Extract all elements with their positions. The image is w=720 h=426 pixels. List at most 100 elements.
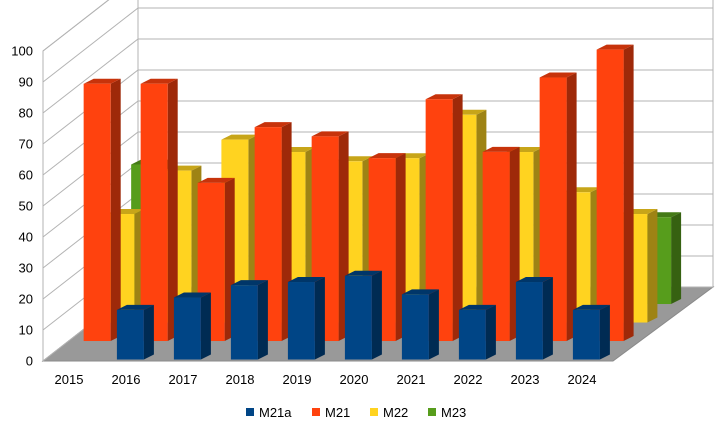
bar-side bbox=[428, 289, 439, 360]
chart-legend: M21a M21 M22 M23 bbox=[246, 405, 466, 420]
bar-M21a-2016 bbox=[116, 304, 154, 360]
bar-top bbox=[596, 44, 634, 50]
bar-top bbox=[140, 78, 178, 84]
y-tick-label: 30 bbox=[19, 261, 33, 276]
bar-M21a-2018 bbox=[230, 280, 268, 360]
legend-label: M21 bbox=[325, 405, 350, 420]
gridline bbox=[42, 100, 713, 176]
bar-front bbox=[515, 282, 543, 360]
bar-top bbox=[344, 270, 382, 276]
legend-label: M23 bbox=[441, 405, 466, 420]
bar-front bbox=[173, 297, 201, 360]
bar-top bbox=[287, 277, 325, 282]
y-tick-label: 40 bbox=[19, 230, 33, 245]
bar-M21-2017 bbox=[197, 177, 235, 342]
bar-side bbox=[542, 277, 553, 360]
bar-side bbox=[647, 209, 658, 323]
bar-M21-2021 bbox=[425, 94, 463, 342]
gridline bbox=[42, 69, 713, 145]
y-tick-label: 50 bbox=[19, 199, 33, 214]
bar-M21a-2022 bbox=[458, 304, 496, 360]
y-axis-ticks: 0 10 20 30 40 50 60 70 80 90 100 bbox=[11, 44, 33, 369]
gridline bbox=[42, 38, 713, 114]
legend-item-M21: M21 bbox=[312, 405, 350, 420]
bar-M21a-2023 bbox=[515, 277, 553, 360]
bar-top bbox=[116, 304, 154, 310]
bar-front bbox=[596, 49, 624, 342]
legend-item-M22: M22 bbox=[370, 405, 408, 420]
bar-side bbox=[257, 280, 268, 360]
legend-swatch bbox=[246, 408, 254, 416]
y-tick-label: 60 bbox=[19, 168, 33, 183]
x-tick-label: 2022 bbox=[454, 372, 483, 387]
bar-front bbox=[458, 309, 486, 360]
bar-top bbox=[515, 277, 553, 282]
x-tick-label: 2021 bbox=[397, 372, 426, 387]
y-tick-label: 80 bbox=[19, 106, 33, 121]
bar-top bbox=[401, 289, 439, 295]
bar-top bbox=[311, 131, 349, 137]
y-tick-label: 20 bbox=[19, 292, 33, 307]
bar-side bbox=[623, 44, 634, 341]
legend-item-M23: M23 bbox=[428, 405, 466, 420]
bar-front bbox=[401, 294, 429, 360]
bar-side bbox=[110, 78, 121, 341]
bar-M21-2015 bbox=[83, 78, 121, 342]
y-tick-label: 70 bbox=[19, 137, 33, 152]
bar-front bbox=[140, 83, 168, 342]
bar-side bbox=[452, 94, 463, 341]
bar-M21a-2017 bbox=[173, 292, 211, 360]
bar-side bbox=[200, 292, 211, 360]
x-tick-label: 2015 bbox=[55, 372, 84, 387]
bar-side bbox=[167, 78, 178, 341]
legend-label: M21a bbox=[259, 405, 292, 420]
x-tick-label: 2016 bbox=[112, 372, 141, 387]
bar-top bbox=[197, 177, 235, 183]
bar-top bbox=[539, 72, 577, 78]
chart-bars bbox=[83, 44, 682, 360]
bar-front bbox=[344, 275, 372, 360]
bar-top bbox=[458, 304, 496, 310]
y-tick-label: 100 bbox=[11, 44, 33, 59]
bar-top bbox=[254, 122, 292, 128]
bar-side bbox=[599, 304, 610, 360]
legend-swatch bbox=[312, 408, 320, 416]
bar-M21a-2019 bbox=[287, 277, 325, 360]
bar-front bbox=[230, 285, 258, 360]
bar-top bbox=[221, 134, 259, 140]
gridline bbox=[42, 131, 713, 207]
legend-swatch bbox=[428, 408, 436, 416]
bar-front bbox=[572, 309, 600, 360]
bar-top bbox=[368, 153, 406, 159]
gridline bbox=[42, 7, 713, 83]
bar-side bbox=[143, 304, 154, 360]
bar-M21a-2024 bbox=[572, 304, 610, 360]
y-tick-label: 90 bbox=[19, 75, 33, 90]
x-tick-label: 2024 bbox=[568, 372, 597, 387]
bar-top bbox=[83, 78, 121, 84]
y-tick-label: 0 bbox=[26, 354, 33, 369]
bar-side bbox=[314, 277, 325, 360]
x-tick-label: 2019 bbox=[283, 372, 312, 387]
x-tick-label: 2017 bbox=[169, 372, 198, 387]
bar-top bbox=[482, 146, 520, 152]
bar-front bbox=[287, 282, 315, 360]
bar-M21-2024 bbox=[596, 44, 634, 342]
legend-swatch bbox=[370, 408, 378, 416]
bar-top bbox=[230, 280, 268, 286]
x-tick-label: 2018 bbox=[226, 372, 255, 387]
bar-side bbox=[671, 212, 682, 304]
bar-M21a-2020 bbox=[344, 270, 382, 360]
bar-M21a-2021 bbox=[401, 289, 439, 360]
bar-side bbox=[485, 304, 496, 360]
bar-M21-2016 bbox=[140, 78, 178, 342]
bar-top bbox=[425, 94, 463, 100]
y-tick-label: 10 bbox=[19, 323, 33, 338]
bar-side bbox=[566, 72, 577, 341]
bar-front bbox=[116, 309, 144, 360]
x-axis-ticks: 2015 2016 2017 2018 2019 2020 2021 2022 2023 2024 bbox=[55, 372, 597, 387]
bar-M21-2018 bbox=[254, 122, 292, 342]
bar-front bbox=[83, 83, 111, 342]
bar-top bbox=[572, 304, 610, 310]
